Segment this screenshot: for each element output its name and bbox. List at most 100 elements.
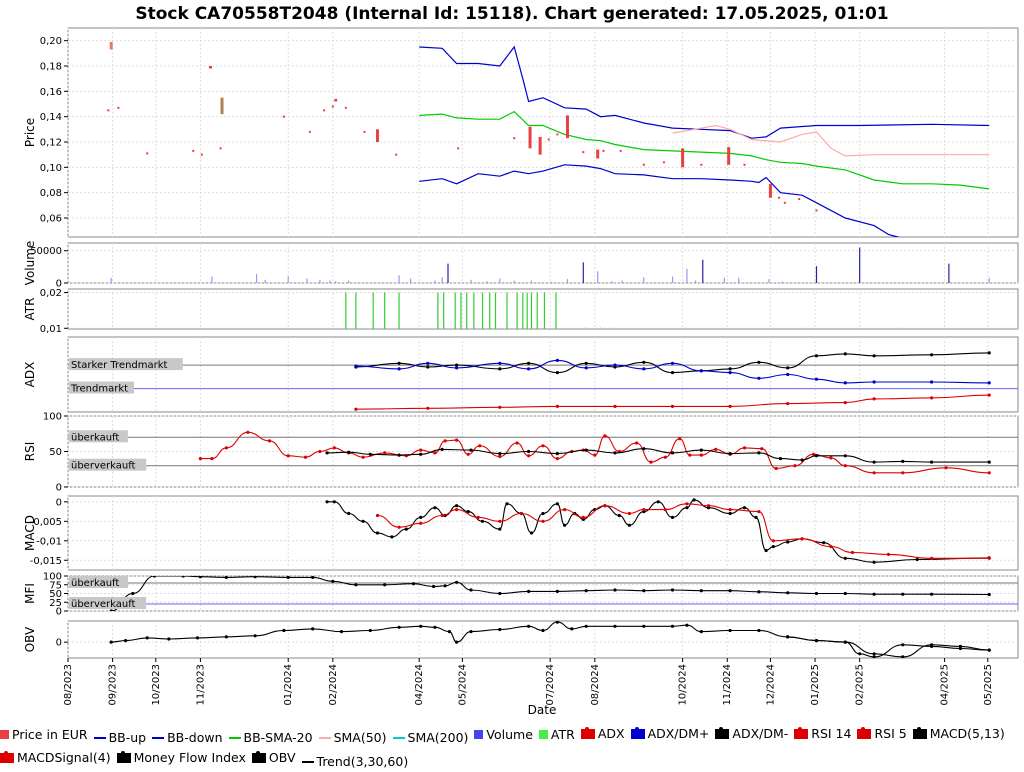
atr-plot-area <box>67 288 1019 330</box>
macd-5-13-point <box>541 511 545 516</box>
obv-point <box>685 623 689 627</box>
legend-item: BB-SMA-20 <box>228 728 313 748</box>
rsi-5-point <box>397 453 401 457</box>
legend-swatch <box>228 737 241 739</box>
rsi-14-point <box>944 466 948 470</box>
money-flow-index-point <box>109 609 113 611</box>
x-tick-label: 02/2024 <box>328 664 339 706</box>
price-tick-label: 0,14 <box>40 112 62 123</box>
mfi-tick-label: 0 <box>56 607 62 618</box>
obv-point <box>311 627 315 631</box>
indicator-panels: Price 0,20 0,18 0,16 0,14 0,12 0,10 0,08 0,06 Vol… <box>23 27 1019 659</box>
money-flow-index-point <box>498 591 502 596</box>
legend-swatch <box>0 730 9 739</box>
macd-panel: MACD 0 -0,005 -0,01 -0,015 <box>23 495 1019 571</box>
rsi-14-point <box>433 451 437 455</box>
macd-plot-area <box>67 495 1019 571</box>
threshold-tag-bg <box>69 576 128 588</box>
macdsignal-4-point <box>930 556 934 560</box>
money-flow-index-line <box>111 576 990 611</box>
adx-dm-point <box>814 354 819 358</box>
macdsignal-4-point <box>519 511 524 516</box>
legend-swatch <box>318 737 331 739</box>
trend-3-30-60-line <box>787 636 990 658</box>
macdsignal-4-point <box>440 513 444 518</box>
adx-point <box>987 393 991 397</box>
price-candle <box>209 66 212 69</box>
price-point <box>282 115 285 118</box>
macd-5-13-point <box>627 523 632 527</box>
x-tick-label: 10/2024 <box>678 664 689 706</box>
obv-plot-area <box>67 620 1019 659</box>
adx-dm-point <box>555 371 560 375</box>
trend-3-30-60-point <box>786 635 790 639</box>
rsi-plot-area <box>67 415 1019 488</box>
rsi-5-point <box>843 454 847 458</box>
price-tick-label: 0,10 <box>40 163 62 174</box>
adx-dm-point <box>670 361 675 365</box>
money-flow-index-point <box>699 589 703 593</box>
adx-dm-point <box>786 372 790 377</box>
volume-tick-label: 50000 <box>30 246 62 257</box>
rsi-14-point <box>678 437 682 441</box>
obv-point <box>167 637 171 641</box>
legend-item: SMA(50) <box>318 728 387 748</box>
legend-item: ADX/DM- <box>715 724 788 744</box>
legend-swatch <box>116 751 131 763</box>
macd-5-13-point <box>728 511 732 516</box>
obv-point <box>670 624 675 628</box>
obv-point <box>757 628 761 633</box>
macdsignal-4-point <box>498 519 502 523</box>
macd-5-13-point <box>332 500 336 504</box>
macdsignal-4-point <box>375 513 380 518</box>
money-flow-index-point <box>411 582 416 586</box>
rsi-series <box>68 430 1018 475</box>
legend-swatch <box>580 727 595 739</box>
rsi-14-point <box>742 446 747 450</box>
adx-point <box>613 404 617 408</box>
money-flow-index-point <box>224 576 228 579</box>
obv-point <box>469 630 473 634</box>
trend-3-30-60-point <box>958 644 963 649</box>
rsi-14-point <box>663 455 667 459</box>
legend-swatch <box>912 727 927 739</box>
volume-plot-area <box>67 242 1019 284</box>
macdsignal-4-point <box>603 504 607 508</box>
macdsignal-4-point <box>541 519 545 523</box>
macdsignal-4-point <box>642 508 646 512</box>
legend-label: ATR <box>550 726 575 742</box>
adx-dm-point <box>872 354 876 358</box>
macd-5-13-point <box>433 506 437 510</box>
rsi-tick-label: 0 <box>56 483 62 494</box>
bb-sma-20-line <box>419 110 990 190</box>
rsi-14-point <box>419 448 423 452</box>
rsi-5-point <box>872 460 876 464</box>
macdsignal-4-point <box>800 537 804 541</box>
obv-point <box>419 624 423 628</box>
obv-point <box>397 625 401 629</box>
macd-5-13-point <box>617 513 621 518</box>
bb-up-line <box>419 45 990 139</box>
adx-point <box>670 404 675 408</box>
price-candle <box>596 149 600 159</box>
adx-dm-point <box>930 380 934 384</box>
macd-5-13-point <box>771 545 775 549</box>
macdsignal-4-point <box>581 515 585 520</box>
legend-label: Volume <box>486 726 533 742</box>
adx-dm-line <box>355 352 990 374</box>
rsi-14-point <box>527 454 531 458</box>
macdsignal-4-point <box>771 539 775 543</box>
macd-5-13-point <box>786 540 790 544</box>
macdsignal-4-point <box>563 508 567 512</box>
macd-tick-label: -0,01 <box>36 536 62 547</box>
rsi-14-point <box>515 441 519 445</box>
macd-5-13-point <box>656 500 660 504</box>
obv-panel: OBV 0 <box>23 620 1019 659</box>
rsi-14-point <box>318 449 322 454</box>
macd-5-13-point <box>915 557 919 562</box>
price-point <box>457 147 460 150</box>
rsi-14-point <box>383 451 387 455</box>
rsi-5-point <box>728 452 732 456</box>
threshold-tag-bg <box>69 381 134 394</box>
macdsignal-4-point <box>627 511 632 516</box>
